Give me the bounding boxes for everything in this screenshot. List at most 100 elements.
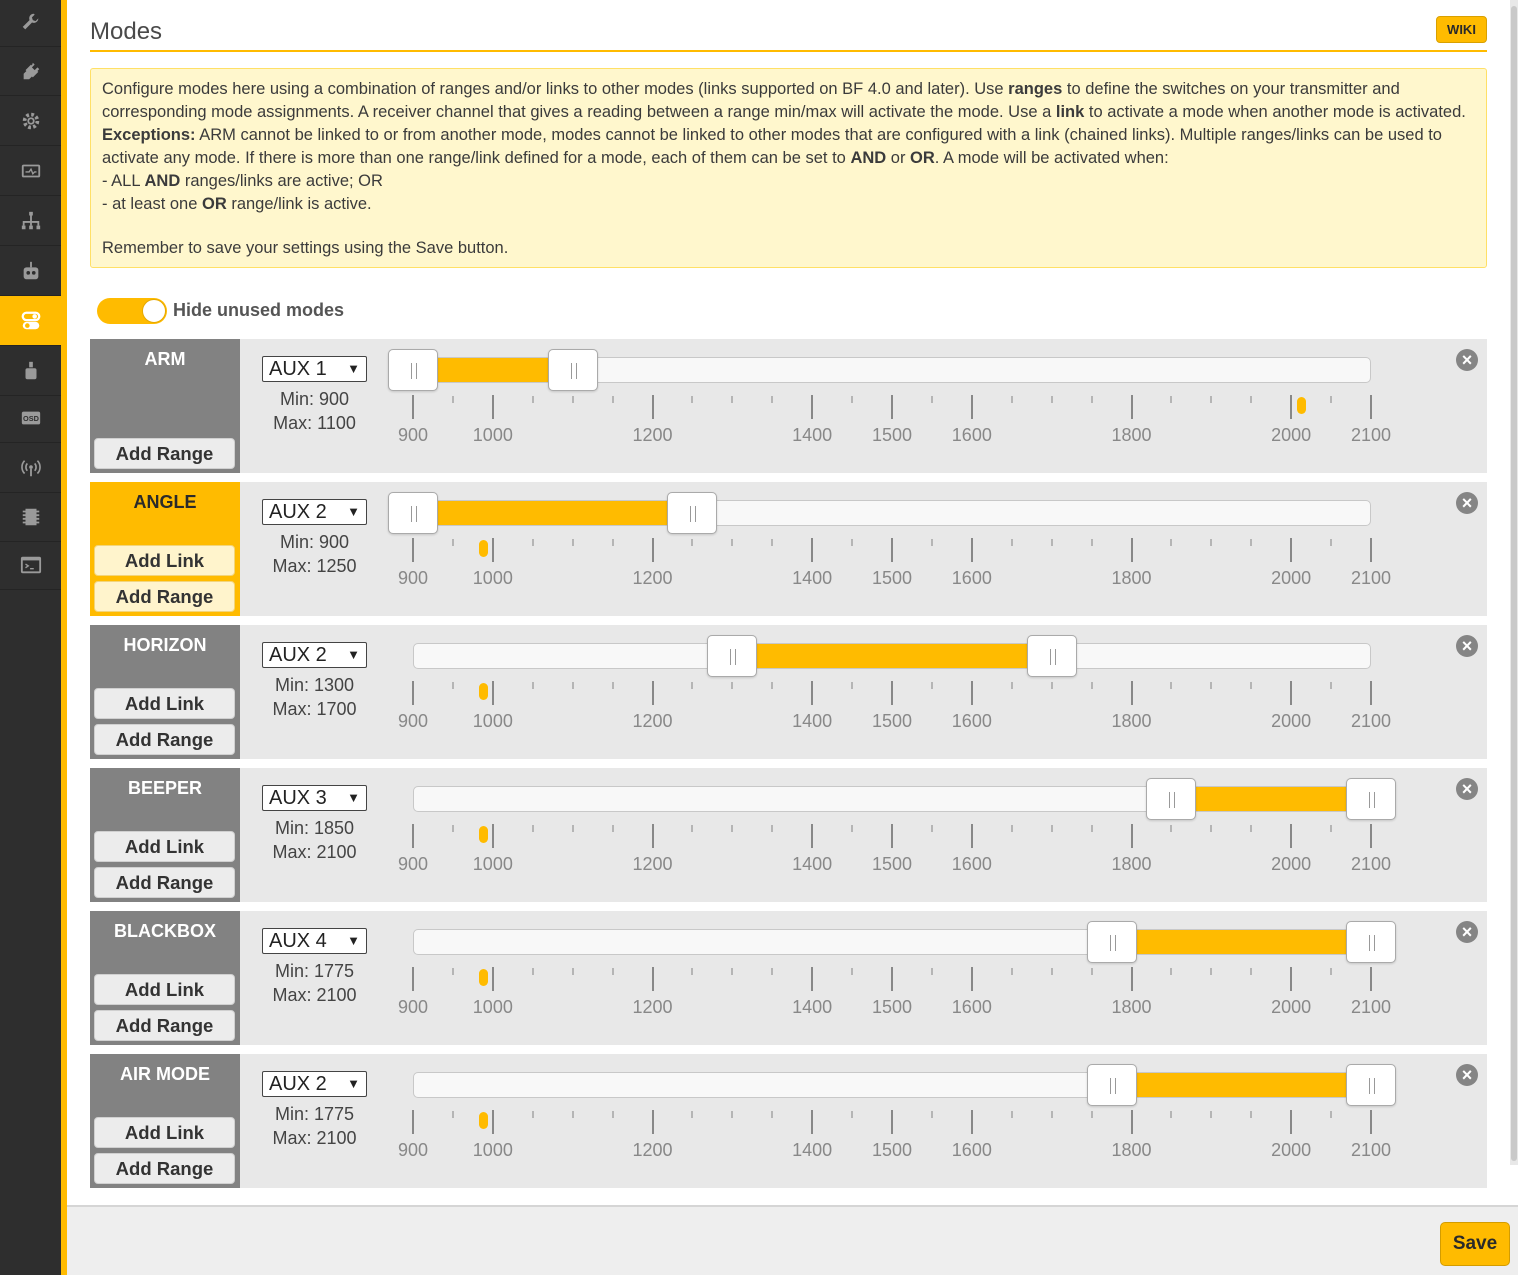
scale-minor-tick bbox=[731, 825, 734, 832]
channel-select[interactable]: AUX 1 ▼ bbox=[262, 356, 367, 382]
sidebar-item-gear[interactable] bbox=[0, 96, 61, 146]
scrollbar-thumb[interactable] bbox=[1511, 6, 1517, 1161]
sidebar-item-motor[interactable] bbox=[0, 346, 61, 396]
scale-minor-tick bbox=[531, 682, 534, 689]
scale-major-tick bbox=[412, 824, 414, 848]
add-link-button[interactable]: Add Link bbox=[94, 688, 235, 719]
sidebar-item-network[interactable] bbox=[0, 196, 61, 246]
chevron-down-icon: ▼ bbox=[347, 933, 360, 948]
range-min-handle[interactable] bbox=[388, 492, 438, 534]
range-max-handle[interactable] bbox=[667, 492, 718, 534]
range-slider[interactable]: 900 1000 1200 1400 1500 1600 1800 2000 2100 bbox=[388, 625, 1428, 759]
range-max-value: Max: 2100 bbox=[272, 842, 357, 862]
channel-select[interactable]: AUX 2 ▼ bbox=[262, 499, 367, 525]
scale-minor-tick bbox=[691, 682, 694, 689]
scale-label: 1500 bbox=[871, 425, 913, 445]
mode-name: BEEPER bbox=[127, 778, 203, 798]
scale-minor-tick bbox=[731, 682, 734, 689]
scale-minor-tick bbox=[451, 396, 454, 403]
remove-mode-icon[interactable]: × bbox=[1456, 349, 1478, 371]
range-slider[interactable]: 900 1000 1200 1400 1500 1600 1800 2000 2100 bbox=[388, 768, 1428, 902]
range-slider[interactable]: 900 1000 1200 1400 1500 1600 1800 2000 2100 bbox=[388, 339, 1428, 473]
chevron-down-icon: ▼ bbox=[347, 361, 360, 376]
scale-major-tick bbox=[1130, 395, 1133, 419]
sidebar-item-power[interactable] bbox=[0, 146, 61, 196]
add-link-button[interactable]: Add Link bbox=[94, 545, 235, 576]
range-slider[interactable]: 900 1000 1200 1400 1500 1600 1800 2000 2100 bbox=[388, 482, 1428, 616]
remove-mode-icon[interactable]: × bbox=[1456, 635, 1478, 657]
range-min-handle[interactable] bbox=[707, 635, 758, 677]
scale-label: 1200 bbox=[632, 425, 673, 445]
mode-row: ANGLE Add Link Add Range AUX 2 ▼ Min: 900 Max:… bbox=[90, 482, 1487, 616]
add-range-button[interactable]: Add Range bbox=[94, 438, 235, 469]
mode-name: ANGLE bbox=[133, 492, 197, 512]
scale-major-tick bbox=[1370, 824, 1372, 848]
add-range-button[interactable]: Add Range bbox=[94, 1153, 235, 1184]
save-button[interactable]: Save bbox=[1440, 1222, 1510, 1266]
scale-minor-tick bbox=[930, 968, 933, 975]
range-max-value: Max: 1100 bbox=[273, 413, 356, 433]
scale-minor-tick bbox=[1050, 539, 1053, 546]
add-link-button[interactable]: Add Link bbox=[94, 974, 235, 1005]
range-max-handle[interactable] bbox=[1346, 1064, 1396, 1106]
sidebar-item-terminal[interactable] bbox=[0, 540, 61, 590]
range-min-handle[interactable] bbox=[388, 349, 438, 391]
scale-major-tick bbox=[970, 538, 973, 562]
receiver-icon bbox=[23, 261, 38, 279]
scale-major-tick bbox=[412, 395, 414, 419]
scale-label: 1400 bbox=[792, 425, 833, 445]
channel-select[interactable]: AUX 2 ▼ bbox=[262, 1071, 367, 1097]
range-max-handle[interactable] bbox=[1346, 921, 1396, 963]
add-range-button[interactable]: Add Range bbox=[94, 724, 235, 755]
add-link-button[interactable]: Add Link bbox=[94, 831, 235, 862]
scale-label: 900 bbox=[397, 425, 429, 445]
add-range-button[interactable]: Add Range bbox=[94, 867, 235, 898]
sidebar-item-signal[interactable] bbox=[0, 443, 61, 493]
remove-mode-icon[interactable]: × bbox=[1456, 1064, 1478, 1086]
scale-label: 1800 bbox=[1111, 425, 1152, 445]
add-range-button[interactable]: Add Range bbox=[94, 1010, 235, 1041]
scale-label: 1200 bbox=[632, 854, 673, 874]
scale-minor-tick bbox=[1010, 682, 1013, 689]
range-max-handle[interactable] bbox=[1346, 778, 1396, 820]
scale-label: 1800 bbox=[1111, 711, 1152, 731]
note-paragraph: Configure modes here using a combination… bbox=[102, 80, 1466, 167]
sidebar-item-chip[interactable] bbox=[0, 492, 61, 542]
channel-select[interactable]: AUX 3 ▼ bbox=[262, 785, 367, 811]
scale-minor-tick bbox=[1050, 825, 1053, 832]
scale-minor-tick bbox=[691, 396, 694, 403]
gear-icon bbox=[22, 112, 39, 129]
range-slider[interactable]: 900 1000 1200 1400 1500 1600 1800 2000 2100 bbox=[388, 911, 1428, 1045]
hide-unused-modes-toggle[interactable] bbox=[97, 298, 167, 324]
sidebar-item-receiver[interactable] bbox=[0, 246, 61, 296]
plug-icon bbox=[23, 62, 39, 79]
add-range-button[interactable]: Add Range bbox=[94, 581, 235, 612]
scale-minor-tick bbox=[531, 1111, 534, 1118]
remove-mode-icon[interactable]: × bbox=[1456, 921, 1478, 943]
range-max-handle[interactable] bbox=[547, 349, 598, 391]
range-min-handle[interactable] bbox=[1146, 778, 1197, 820]
add-link-button[interactable]: Add Link bbox=[94, 1117, 235, 1148]
scale-label: 2100 bbox=[1350, 997, 1392, 1017]
remove-mode-icon[interactable]: × bbox=[1456, 778, 1478, 800]
range-min-handle[interactable] bbox=[1086, 921, 1137, 963]
range-slider[interactable]: 900 1000 1200 1400 1500 1600 1800 2000 2100 bbox=[388, 1054, 1428, 1188]
main-content: Modes WIKI Configure modes here using a … bbox=[67, 0, 1510, 1205]
range-min-handle[interactable] bbox=[1086, 1064, 1137, 1106]
scale-major-tick bbox=[1130, 538, 1133, 562]
wiki-button[interactable]: WIKI bbox=[1436, 16, 1487, 43]
scale-major-tick bbox=[1290, 681, 1293, 705]
sidebar-item-osd[interactable]: OSD bbox=[0, 393, 61, 443]
scale-label: 1000 bbox=[472, 711, 513, 731]
sidebar-item-plug[interactable] bbox=[0, 46, 61, 96]
scale-major-tick bbox=[1370, 538, 1372, 562]
sidebar-item-wrench[interactable] bbox=[0, 0, 61, 47]
range-max-handle[interactable] bbox=[1026, 635, 1077, 677]
sidebar-item-modes-toggle[interactable] bbox=[0, 296, 61, 346]
scale-minor-tick bbox=[571, 682, 574, 689]
channel-select[interactable]: AUX 2 ▼ bbox=[262, 642, 367, 668]
remove-mode-icon[interactable]: × bbox=[1456, 492, 1478, 514]
channel-select[interactable]: AUX 4 ▼ bbox=[262, 928, 367, 954]
range-min-value: Min: 1775 bbox=[274, 1104, 355, 1124]
scale-minor-tick bbox=[531, 968, 534, 975]
